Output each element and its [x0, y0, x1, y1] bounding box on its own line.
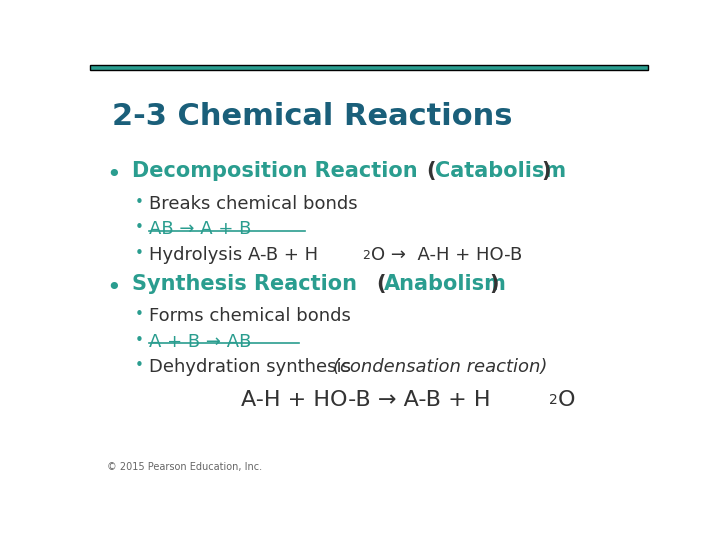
Text: •: •	[135, 359, 143, 373]
Text: •: •	[107, 275, 122, 300]
Text: Anabolism: Anabolism	[384, 274, 507, 294]
Text: O →  A-H + HO-B: O → A-H + HO-B	[371, 246, 522, 264]
Text: •: •	[135, 220, 143, 235]
FancyBboxPatch shape	[90, 65, 648, 70]
Text: A + B → AB: A + B → AB	[148, 333, 251, 350]
Text: Decomposition Reaction: Decomposition Reaction	[132, 161, 425, 181]
Text: •: •	[135, 307, 143, 322]
Text: (: (	[377, 274, 386, 294]
Text: •: •	[135, 194, 143, 210]
Text: •: •	[135, 246, 143, 261]
Text: (: (	[426, 161, 436, 181]
Text: AB → A + B: AB → A + B	[148, 220, 251, 238]
Text: 2: 2	[362, 248, 370, 261]
Text: Hydrolysis A-B + H: Hydrolysis A-B + H	[148, 246, 318, 264]
Text: © 2015 Pearson Education, Inc.: © 2015 Pearson Education, Inc.	[107, 462, 262, 472]
Text: Forms chemical bonds: Forms chemical bonds	[148, 307, 351, 325]
Text: ): )	[541, 161, 550, 181]
Text: •: •	[135, 333, 143, 348]
Text: •: •	[107, 163, 122, 186]
Text: Dehydration synthesis: Dehydration synthesis	[148, 359, 356, 376]
Text: ): )	[489, 274, 498, 294]
Text: 2: 2	[549, 393, 557, 407]
Text: A-H + HO-B → A-B + H: A-H + HO-B → A-B + H	[240, 390, 490, 410]
Text: O: O	[557, 390, 575, 410]
Text: Synthesis Reaction: Synthesis Reaction	[132, 274, 364, 294]
Text: Breaks chemical bonds: Breaks chemical bonds	[148, 194, 357, 213]
Text: Catabolism: Catabolism	[435, 161, 566, 181]
Text: 2-3 Chemical Reactions: 2-3 Chemical Reactions	[112, 102, 513, 131]
Text: (condensation reaction): (condensation reaction)	[333, 359, 547, 376]
